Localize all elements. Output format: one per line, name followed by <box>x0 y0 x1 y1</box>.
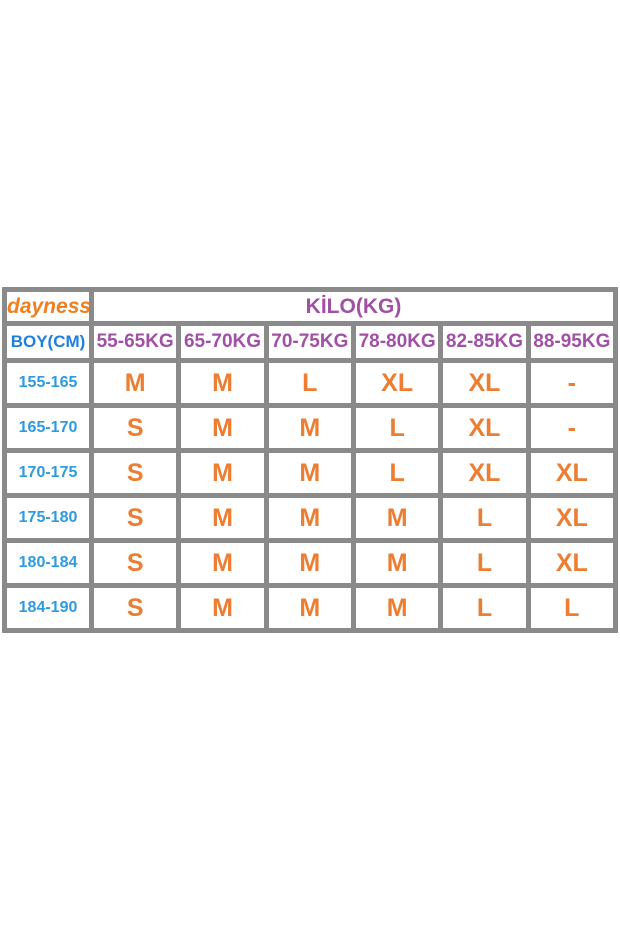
size-value: S <box>94 588 177 628</box>
size-value: L <box>355 408 439 448</box>
size-value: M <box>181 453 264 493</box>
size-value: L <box>443 588 526 628</box>
table-row: 175-180 S M M M L XL <box>7 498 613 538</box>
row-header-height: 175-180 <box>7 498 89 538</box>
table-row: 180-184 S M M M L XL <box>7 543 613 583</box>
size-value: XL <box>530 543 613 583</box>
size-value: L <box>443 543 526 583</box>
column-header-weight: 78-80KG <box>355 326 439 358</box>
row-header-height: 184-190 <box>7 588 89 628</box>
brand-logo: dayness <box>7 292 89 321</box>
size-value: M <box>94 363 177 403</box>
table-row: 184-190 S M M M L L <box>7 588 613 628</box>
size-value: XL <box>355 363 439 403</box>
row-header-height: 170-175 <box>7 453 89 493</box>
size-value: M <box>181 408 264 448</box>
size-value: XL <box>443 453 526 493</box>
size-value: M <box>268 543 351 583</box>
size-value: S <box>94 453 177 493</box>
column-header-weight: 70-75KG <box>268 326 351 358</box>
table-row: 165-170 S M M L XL - <box>7 408 613 448</box>
column-header-weight: 55-65KG <box>94 326 177 358</box>
size-value: XL <box>530 453 613 493</box>
size-value: L <box>530 588 613 628</box>
size-value: M <box>355 543 439 583</box>
size-value: - <box>530 408 613 448</box>
size-value: XL <box>443 408 526 448</box>
size-value: M <box>355 588 439 628</box>
size-value: L <box>355 453 439 493</box>
size-value: - <box>530 363 613 403</box>
size-value: S <box>94 543 177 583</box>
size-value: L <box>268 363 351 403</box>
size-value: M <box>268 408 351 448</box>
table-row: 170-175 S M M L XL XL <box>7 453 613 493</box>
kilo-header: KİLO(KG) <box>94 292 613 321</box>
size-value: M <box>181 588 264 628</box>
size-value: M <box>181 498 264 538</box>
column-header-weight: 88-95KG <box>530 326 613 358</box>
column-header-weight: 65-70KG <box>181 326 264 358</box>
table-row: 155-165 M M L XL XL - <box>7 363 613 403</box>
size-value: M <box>268 588 351 628</box>
table-header-row: BOY(CM) 55-65KG 65-70KG 70-75KG 78-80KG … <box>7 326 613 358</box>
size-value: M <box>268 498 351 538</box>
size-chart-table: dayness KİLO(KG) BOY(CM) 55-65KG 65-70KG… <box>2 287 618 633</box>
corner-label: BOY(CM) <box>7 326 89 358</box>
size-value: L <box>443 498 526 538</box>
size-value: S <box>94 408 177 448</box>
column-header-weight: 82-85KG <box>443 326 526 358</box>
size-value: M <box>181 363 264 403</box>
size-value: S <box>94 498 177 538</box>
table-row-top: dayness KİLO(KG) <box>7 292 613 321</box>
size-value: XL <box>530 498 613 538</box>
size-value: XL <box>443 363 526 403</box>
row-header-height: 165-170 <box>7 408 89 448</box>
size-value: M <box>181 543 264 583</box>
size-value: M <box>355 498 439 538</box>
row-header-height: 180-184 <box>7 543 89 583</box>
size-value: M <box>268 453 351 493</box>
row-header-height: 155-165 <box>7 363 89 403</box>
